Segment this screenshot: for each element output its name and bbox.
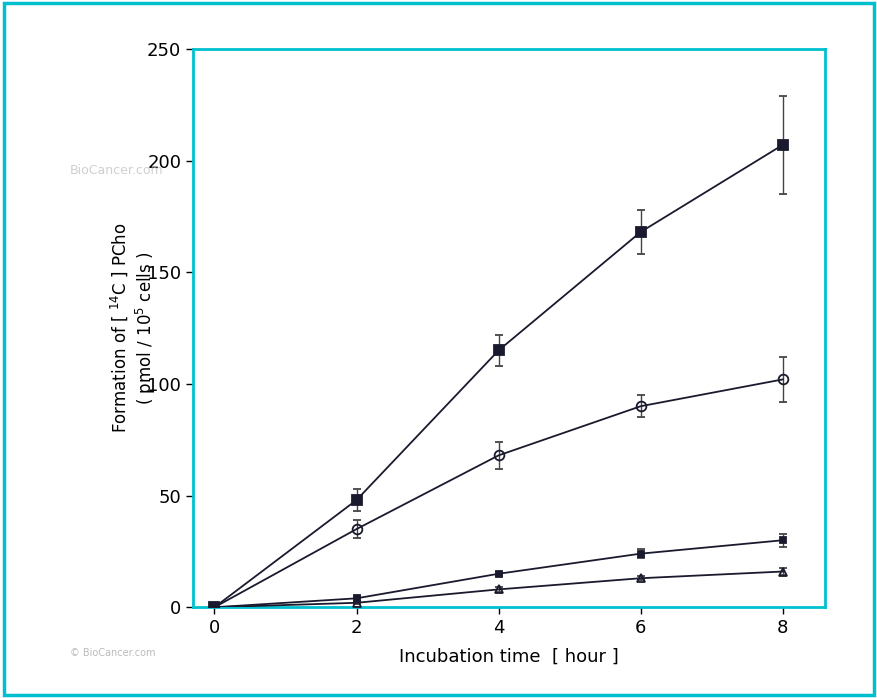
Text: BioCancer.com: BioCancer.com bbox=[70, 165, 164, 177]
Text: © BioCancer.com: © BioCancer.com bbox=[70, 648, 155, 658]
Y-axis label: Formation of [ $^{14}$C ] PCho
( pmol / 10$^{5}$ cells ): Formation of [ $^{14}$C ] PCho ( pmol / … bbox=[109, 223, 158, 433]
X-axis label: Incubation time  [ hour ]: Incubation time [ hour ] bbox=[399, 648, 618, 666]
